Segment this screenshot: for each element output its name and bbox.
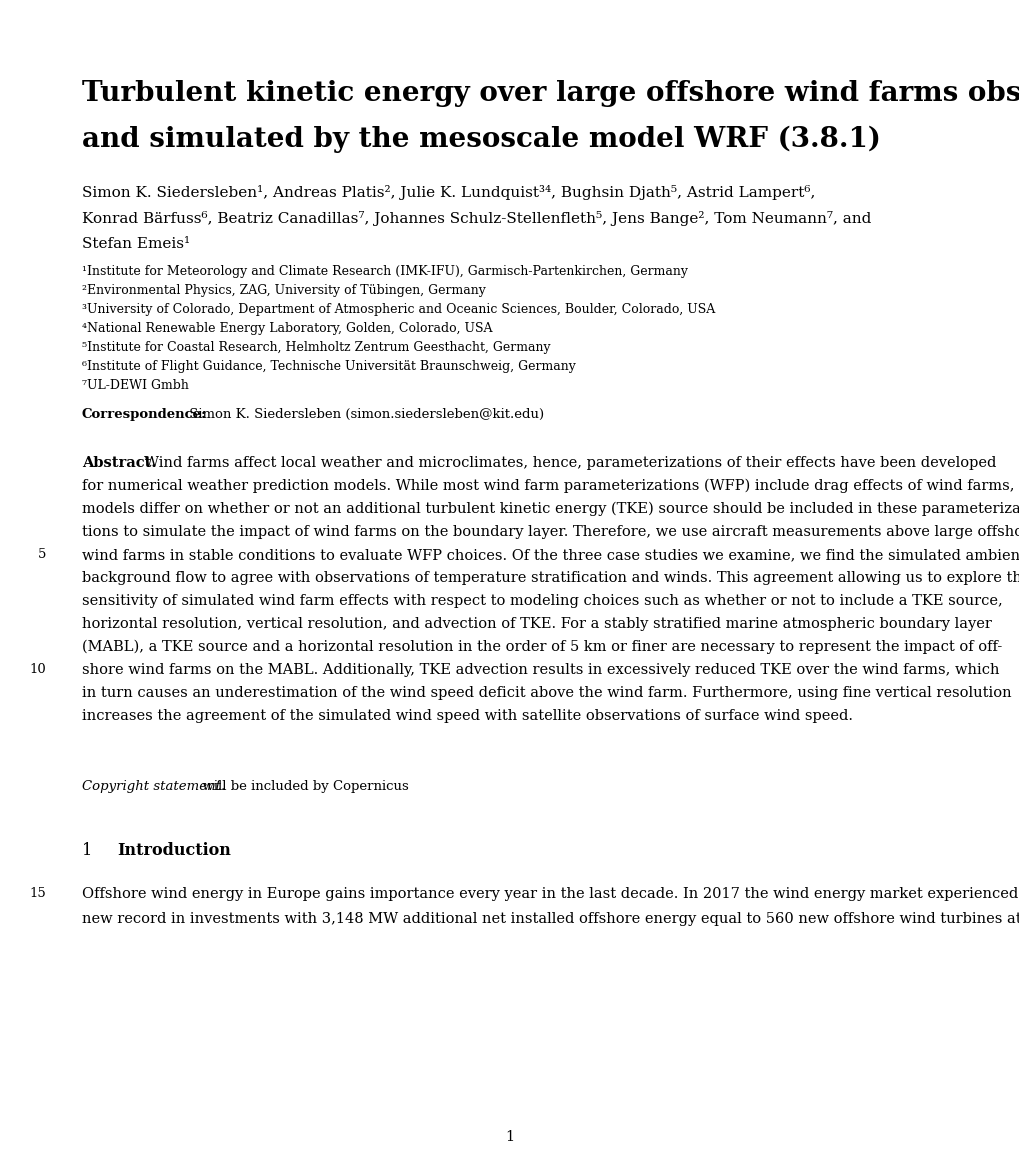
Text: ⁴National Renewable Energy Laboratory, Golden, Colorado, USA: ⁴National Renewable Energy Laboratory, G…: [82, 322, 492, 336]
Text: Correspondence:: Correspondence:: [82, 408, 207, 421]
Text: increases the agreement of the simulated wind speed with satellite observations : increases the agreement of the simulated…: [82, 709, 852, 723]
Text: ⁵Institute for Coastal Research, Helmholtz Zentrum Geesthacht, Germany: ⁵Institute for Coastal Research, Helmhol…: [82, 341, 550, 354]
Text: ¹Institute for Meteorology and Climate Research (IMK-IFU), Garmisch-Partenkirche: ¹Institute for Meteorology and Climate R…: [82, 264, 688, 278]
Text: ⁶Institute of Flight Guidance, Technische Universität Braunschweig, Germany: ⁶Institute of Flight Guidance, Technisch…: [82, 360, 576, 373]
Text: will be included by Copernicus: will be included by Copernicus: [194, 781, 409, 793]
Text: and simulated by the mesoscale model WRF (3.8.1): and simulated by the mesoscale model WRF…: [82, 126, 880, 154]
Text: 1: 1: [82, 842, 92, 859]
Text: Wind farms affect local weather and microclimates, hence, parameterizations of t: Wind farms affect local weather and micr…: [144, 456, 996, 469]
Text: 5: 5: [38, 548, 46, 562]
Text: ⁷UL-DEWI Gmbh: ⁷UL-DEWI Gmbh: [82, 379, 189, 391]
Text: ³University of Colorado, Department of Atmospheric and Oceanic Sciences, Boulder: ³University of Colorado, Department of A…: [82, 303, 714, 316]
Text: Konrad Bärfuss⁶, Beatriz Canadillas⁷, Johannes Schulz-Stellenfleth⁵, Jens Bange²: Konrad Bärfuss⁶, Beatriz Canadillas⁷, Jo…: [82, 211, 870, 226]
Text: Offshore wind energy in Europe gains importance every year in the last decade. I: Offshore wind energy in Europe gains imp…: [82, 887, 1019, 901]
Text: models differ on whether or not an additional turbulent kinetic energy (TKE) sou: models differ on whether or not an addit…: [82, 502, 1019, 516]
Text: in turn causes an underestimation of the wind speed deficit above the wind farm.: in turn causes an underestimation of the…: [82, 686, 1011, 700]
Text: Abstract.: Abstract.: [82, 456, 156, 469]
Text: 10: 10: [30, 663, 46, 676]
Text: 15: 15: [30, 887, 46, 901]
Text: (MABL), a TKE source and a horizontal resolution in the order of 5 km or finer a: (MABL), a TKE source and a horizontal re…: [82, 640, 1002, 655]
Text: new record in investments with 3,148 MW additional net installed offshore energy: new record in investments with 3,148 MW …: [82, 912, 1019, 926]
Text: background flow to agree with observations of temperature stratification and win: background flow to agree with observatio…: [82, 571, 1019, 585]
Text: wind farms in stable conditions to evaluate WFP choices. Of the three case studi: wind farms in stable conditions to evalu…: [82, 548, 1019, 562]
Text: shore wind farms on the MABL. Additionally, TKE advection results in excessively: shore wind farms on the MABL. Additional…: [82, 663, 999, 677]
Text: tions to simulate the impact of wind farms on the boundary layer. Therefore, we : tions to simulate the impact of wind far…: [82, 525, 1019, 539]
Text: Simon K. Siedersleben (simon.siedersleben@kit.edu): Simon K. Siedersleben (simon.siederslebe…: [184, 408, 543, 421]
Text: horizontal resolution, vertical resolution, and advection of TKE. For a stably s: horizontal resolution, vertical resoluti…: [82, 617, 990, 631]
Text: ²Environmental Physics, ZAG, University of Tübingen, Germany: ²Environmental Physics, ZAG, University …: [82, 284, 485, 297]
Text: for numerical weather prediction models. While most wind farm parameterizations : for numerical weather prediction models.…: [82, 479, 1014, 494]
Text: 1: 1: [505, 1130, 514, 1144]
Text: Stefan Emeis¹: Stefan Emeis¹: [82, 236, 190, 250]
Text: Simon K. Siedersleben¹, Andreas Platis², Julie K. Lundquist³⁴, Bughsin Djath⁵, A: Simon K. Siedersleben¹, Andreas Platis²,…: [82, 185, 814, 200]
Text: Introduction: Introduction: [117, 842, 230, 859]
Text: Copyright statement.: Copyright statement.: [82, 781, 225, 793]
Text: sensitivity of simulated wind farm effects with respect to modeling choices such: sensitivity of simulated wind farm effec…: [82, 594, 1002, 608]
Text: Turbulent kinetic energy over large offshore wind farms observed: Turbulent kinetic energy over large offs…: [82, 80, 1019, 107]
